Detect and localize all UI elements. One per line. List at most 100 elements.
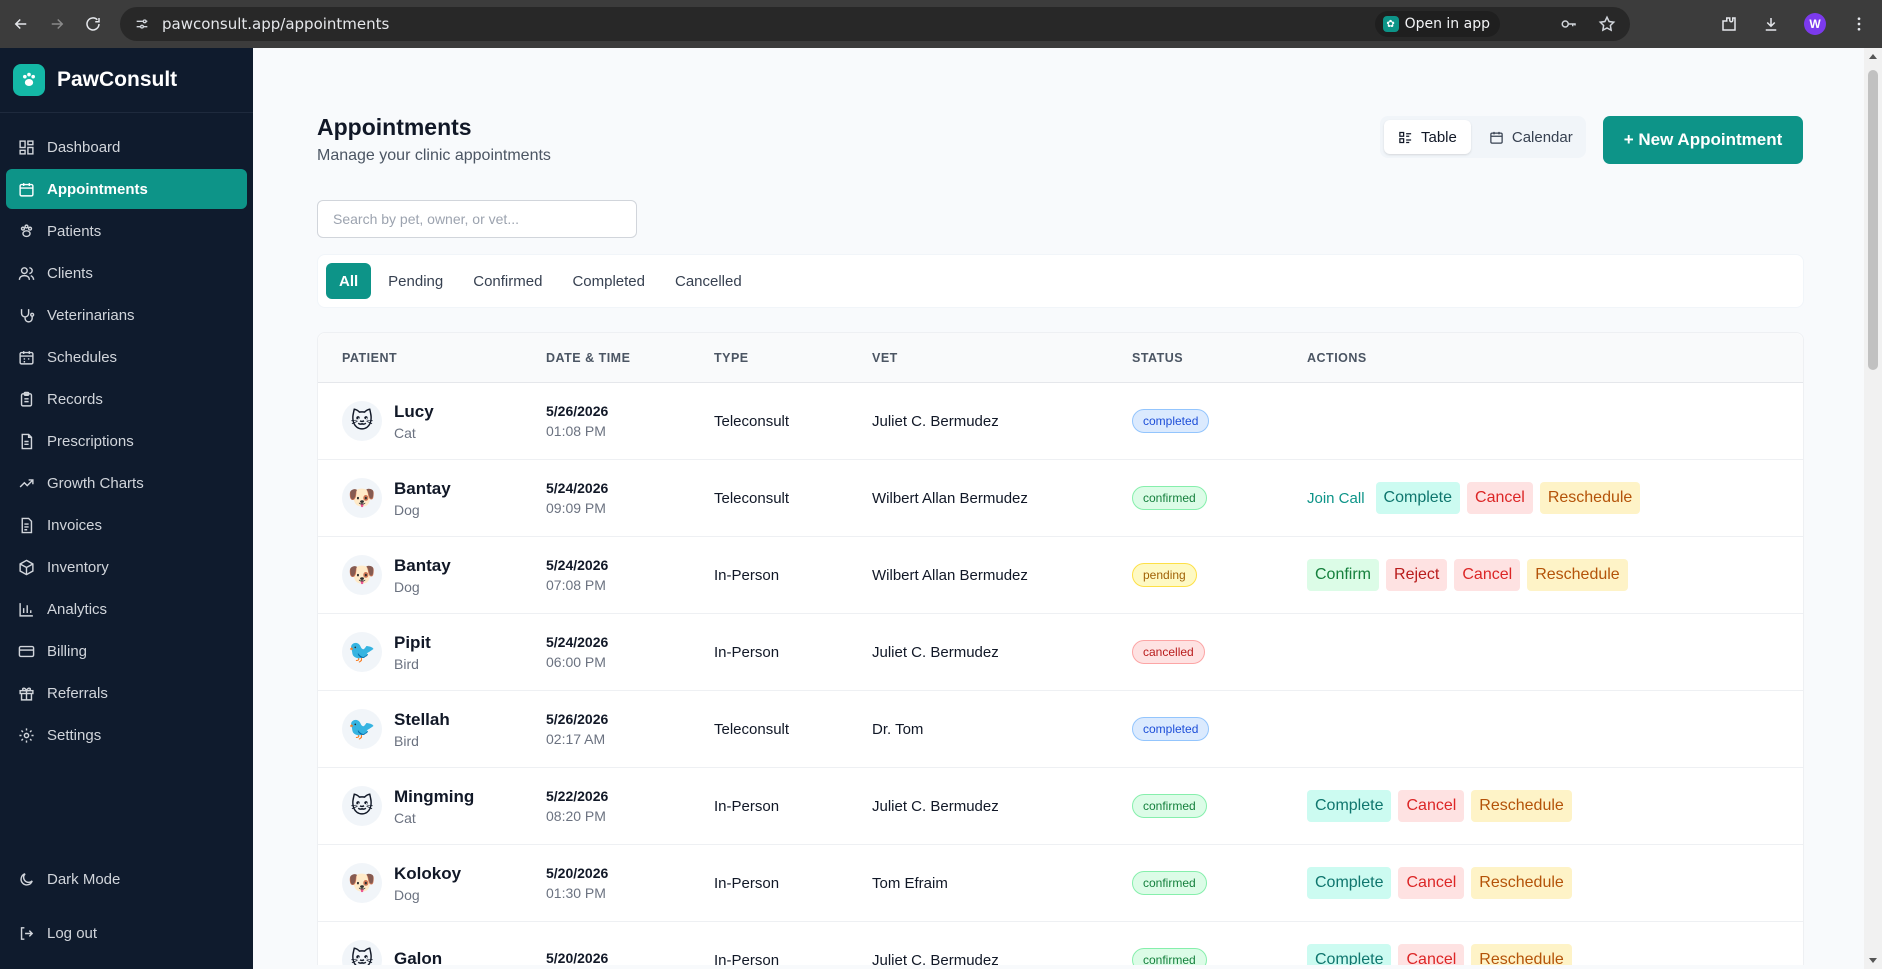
confirm-button[interactable]: Confirm — [1307, 559, 1380, 591]
table-row[interactable]: 🐱 Lucy Cat 5/26/2026 01:08 PM Teleconsul… — [318, 383, 1803, 460]
site-info-icon[interactable] — [134, 16, 150, 32]
forward-icon[interactable] — [42, 9, 72, 39]
appointment-date: 5/22/2026 — [546, 788, 609, 804]
patient-name: Mingming — [394, 786, 475, 806]
table-row[interactable]: 🐱 Mingming Cat 5/22/2026 08:20 PM In-Per… — [318, 768, 1803, 845]
sidebar-item-veterinarians[interactable]: Veterinarians — [6, 295, 247, 335]
sidebar-item-records[interactable]: Records — [6, 379, 247, 419]
status-badge: confirmed — [1132, 486, 1207, 510]
table-row[interactable]: 🐶 Kolokoy Dog 5/20/2026 01:30 PM In-Pers… — [318, 845, 1803, 922]
sidebar-item-dashboard[interactable]: Dashboard — [6, 127, 247, 167]
status-badge: confirmed — [1132, 871, 1207, 895]
appointment-type: In-Person — [714, 566, 780, 584]
appointment-time: 01:30 PM — [546, 885, 606, 901]
new-appointment-button[interactable]: + New Appointment — [1603, 116, 1803, 164]
patient-name: Stellah — [394, 709, 450, 729]
appointment-date: 5/20/2026 — [546, 950, 609, 965]
cancel-button[interactable]: Cancel — [1398, 944, 1465, 965]
reschedule-button[interactable]: Reschedule — [1471, 790, 1572, 822]
patient-name: Kolokoy — [394, 863, 462, 883]
reschedule-button[interactable]: Reschedule — [1471, 867, 1572, 899]
password-key-icon[interactable] — [1560, 15, 1578, 33]
cancel-button[interactable]: Cancel — [1398, 790, 1465, 822]
sidebar-item-clients[interactable]: Clients — [6, 253, 247, 293]
sidebar-item-growth-charts[interactable]: Growth Charts — [6, 463, 247, 503]
sidebar-item-inventory[interactable]: Inventory — [6, 547, 247, 587]
table-row[interactable]: 🐶 Bantay Dog 5/24/2026 07:08 PM In-Perso… — [318, 537, 1803, 614]
search-input[interactable] — [317, 200, 637, 238]
reschedule-button[interactable]: Reschedule — [1527, 559, 1628, 591]
open-in-app-label: Open in app — [1404, 16, 1490, 32]
back-icon[interactable] — [6, 9, 36, 39]
cancel-button[interactable]: Cancel — [1454, 559, 1521, 591]
filter-pending[interactable]: Pending — [388, 272, 444, 290]
sidebar-item-referrals[interactable]: Referrals — [6, 673, 247, 713]
reschedule-button[interactable]: Reschedule — [1539, 482, 1641, 514]
filter-confirmed[interactable]: Confirmed — [473, 272, 543, 290]
table-row[interactable]: 🐦 Stellah Bird 5/26/2026 02:17 AM Teleco… — [318, 691, 1803, 768]
sidebar-item-appointments[interactable]: Appointments — [6, 169, 247, 209]
sidebar: PawConsult Dashboard Appointments Patien… — [0, 48, 253, 969]
scroll-down-icon[interactable] — [1869, 958, 1877, 963]
patient-cell: 🐱 Lucy Cat — [318, 401, 546, 441]
address-bar[interactable]: pawconsult.app/appointments ✿ Open in ap… — [120, 7, 1630, 41]
sidebar-item-schedules[interactable]: Schedules — [6, 337, 247, 377]
vet-name: Tom Efraim — [872, 874, 948, 892]
status-cell: confirmed — [1132, 794, 1307, 818]
patient-species: Dog — [394, 578, 420, 595]
sidebar-item-label: Dashboard — [47, 138, 121, 156]
cancel-button[interactable]: Cancel — [1398, 867, 1465, 899]
join-button[interactable]: Join Call — [1307, 489, 1365, 507]
appointment-type: Teleconsult — [714, 720, 790, 738]
paw-logo-icon — [13, 64, 45, 96]
open-in-app-button[interactable]: ✿ Open in app — [1374, 11, 1500, 37]
reschedule-button[interactable]: Reschedule — [1471, 944, 1572, 965]
dark-mode-toggle[interactable]: Dark Mode — [6, 859, 247, 899]
kebab-menu-icon[interactable] — [1850, 15, 1868, 33]
page-scrollbar[interactable] — [1864, 48, 1882, 969]
complete-button[interactable]: Complete — [1307, 867, 1392, 899]
sidebar-item-analytics[interactable]: Analytics — [6, 589, 247, 629]
table-row[interactable]: 🐱 Galon 5/20/2026 In-Person Juliet C. Be… — [318, 922, 1803, 965]
table-row[interactable]: 🐦 Pipit Bird 5/24/2026 06:00 PM In-Perso… — [318, 614, 1803, 691]
filter-cancelled[interactable]: Cancelled — [674, 272, 742, 290]
credit-card-icon — [18, 645, 35, 657]
cancel-button[interactable]: Cancel — [1467, 482, 1533, 514]
sidebar-item-label: Veterinarians — [47, 306, 135, 324]
status-cell: confirmed — [1132, 948, 1307, 965]
dark-mode-label: Dark Mode — [47, 870, 121, 888]
reload-icon[interactable] — [78, 9, 108, 39]
table-row[interactable]: 🐶 Bantay Dog 5/24/2026 09:09 PM Telecons… — [318, 460, 1803, 537]
reject-button[interactable]: Reject — [1386, 559, 1448, 591]
complete-button[interactable]: Complete — [1375, 482, 1461, 514]
sidebar-item-invoices[interactable]: Invoices — [6, 505, 247, 545]
scroll-up-icon[interactable] — [1869, 54, 1877, 59]
sidebar-item-prescriptions[interactable]: Prescriptions — [6, 421, 247, 461]
bookmark-star-icon[interactable] — [1598, 15, 1616, 33]
url-text[interactable]: pawconsult.app/appointments — [162, 15, 390, 33]
sidebar-item-billing[interactable]: Billing — [6, 631, 247, 671]
pet-avatar: 🐶 — [342, 863, 382, 903]
complete-button[interactable]: Complete — [1307, 790, 1392, 822]
vet-name: Dr. Tom — [872, 720, 924, 738]
complete-button[interactable]: Complete — [1307, 944, 1392, 965]
scrollbar-thumb[interactable] — [1868, 70, 1878, 370]
appointment-date: 5/24/2026 — [546, 480, 609, 496]
sidebar-item-settings[interactable]: Settings — [6, 715, 247, 755]
filter-all[interactable]: All — [326, 263, 372, 299]
patient-name: Pipit — [394, 632, 431, 652]
bar-chart-icon — [19, 602, 33, 617]
logout-button[interactable]: Log out — [6, 913, 247, 953]
calendar-view-button[interactable]: Calendar — [1475, 120, 1587, 154]
table-view-button[interactable]: Table — [1384, 120, 1471, 154]
brand[interactable]: PawConsult — [0, 48, 253, 113]
extensions-icon[interactable] — [1720, 15, 1738, 33]
download-icon[interactable] — [1762, 15, 1780, 33]
appointment-time: 02:17 AM — [546, 731, 606, 747]
status-cell: cancelled — [1132, 640, 1307, 664]
datetime-cell: 5/24/2026 06:00 PM — [546, 634, 714, 670]
sidebar-item-patients[interactable]: Patients — [6, 211, 247, 251]
filter-completed[interactable]: Completed — [572, 272, 645, 290]
vet-name: Wilbert Allan Bermudez — [872, 489, 1028, 507]
profile-avatar[interactable]: W — [1804, 13, 1826, 35]
